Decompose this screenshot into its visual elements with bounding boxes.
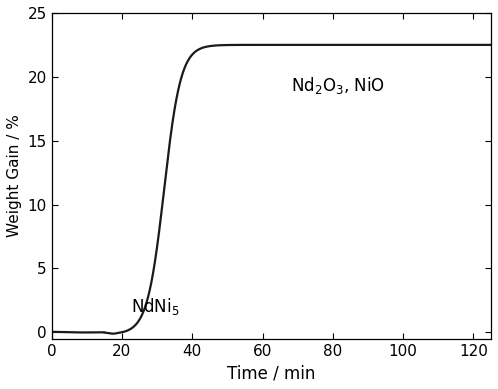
X-axis label: Time / min: Time / min — [227, 364, 316, 382]
Y-axis label: Weight Gain / %: Weight Gain / % — [7, 114, 22, 237]
Text: NdNi$_5$: NdNi$_5$ — [130, 296, 179, 317]
Text: Nd$_2$O$_3$, NiO: Nd$_2$O$_3$, NiO — [291, 75, 384, 96]
